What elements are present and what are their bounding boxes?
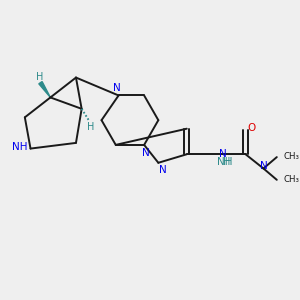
Text: NH: NH xyxy=(217,157,233,167)
Text: H: H xyxy=(36,72,43,82)
Text: NH: NH xyxy=(12,142,28,152)
Polygon shape xyxy=(39,82,50,98)
Text: N: N xyxy=(260,161,268,171)
Text: N: N xyxy=(113,82,121,92)
Text: O: O xyxy=(248,123,256,133)
Text: N: N xyxy=(142,148,149,158)
Text: N: N xyxy=(159,166,167,176)
Text: H: H xyxy=(223,157,230,167)
Text: CH₃: CH₃ xyxy=(284,152,300,161)
Text: H: H xyxy=(87,122,95,132)
Text: N: N xyxy=(219,149,227,159)
Text: CH₃: CH₃ xyxy=(284,175,300,184)
